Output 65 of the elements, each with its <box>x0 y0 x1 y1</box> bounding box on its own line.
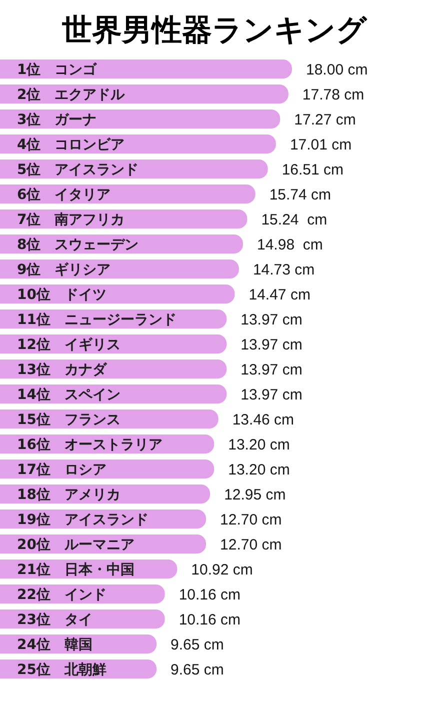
data-label: 10.16 cm <box>178 611 241 628</box>
data-label: 14.73 cm <box>252 261 315 278</box>
bar <box>0 134 276 154</box>
data-label: 17.27 cm <box>294 111 356 128</box>
y-tick-label: 13位 カナダ <box>17 362 108 378</box>
data-label: 15.24 cm <box>261 211 328 228</box>
data-label: 15.74 cm <box>269 186 332 204</box>
bar <box>0 260 239 278</box>
y-tick-label: 22位 インド <box>17 587 106 604</box>
data-label: 13.46 cm <box>232 411 294 428</box>
data-label: 13.97 cm <box>240 336 302 354</box>
bar <box>0 410 218 428</box>
y-tick-label: 19位 アイスランド <box>17 512 148 528</box>
bar <box>0 234 244 254</box>
y-tick-label: 24位 韓国 <box>17 637 92 654</box>
y-tick-label: 12位 イギリス <box>17 337 120 354</box>
y-tick-label: 21位 日本・中国 <box>17 562 134 578</box>
data-label: 13.97 cm <box>240 361 302 378</box>
bar <box>0 110 280 128</box>
data-label: 9.65 cm <box>170 661 224 678</box>
bar <box>0 384 227 404</box>
y-tick-label: 1位 コンゴ <box>17 62 98 78</box>
bar <box>0 84 288 104</box>
y-tick-label: 25位 北朝鮮 <box>17 662 106 678</box>
data-label: 16.51 cm <box>282 161 344 178</box>
bar <box>0 60 292 78</box>
data-label: 13.20 cm <box>228 436 290 454</box>
y-tick-label: 4位 コロンビア <box>17 137 125 154</box>
y-tick-label: 23位 タイ <box>17 612 92 628</box>
bar <box>0 460 214 478</box>
y-tick-label: 10位 ドイツ <box>17 287 106 304</box>
bar <box>0 184 256 204</box>
data-label: 13.97 cm <box>240 386 302 404</box>
y-tick-label: 20位 ルーマニア <box>17 537 134 554</box>
y-tick-label: 16位 オーストラリア <box>17 437 162 454</box>
bar <box>0 284 235 304</box>
y-tick-label: 2位 エクアドル <box>17 87 126 104</box>
bar <box>0 334 227 354</box>
y-tick-label: 17位 ロシア <box>17 462 106 478</box>
y-tick-label: 18位 アメリカ <box>17 487 120 504</box>
data-label: 12.70 cm <box>220 536 282 554</box>
data-label: 18.00 cm <box>306 61 368 78</box>
data-label: 14.47 cm <box>248 286 310 304</box>
data-label: 17.01 cm <box>290 136 352 154</box>
data-label: 13.97 cm <box>240 311 302 328</box>
y-tick-label: 3位 ガーナ <box>17 112 97 128</box>
data-label: 10.92 cm <box>191 561 253 578</box>
y-tick-label: 11位 ニュージーランド <box>17 312 176 328</box>
data-label: 17.78 cm <box>302 86 364 104</box>
bar <box>0 360 227 378</box>
data-label: 9.65 cm <box>170 636 224 654</box>
y-tick-label: 6位 イタリア <box>17 187 111 204</box>
y-tick-label: 14位 スペイン <box>17 387 120 404</box>
chart-title: 世界男性器ランキング <box>61 13 368 48</box>
data-label: 13.20 cm <box>228 461 290 478</box>
data-label: 14.98 cm <box>257 236 323 254</box>
data-label: 10.16 cm <box>178 586 241 604</box>
bar <box>0 160 268 178</box>
y-tick-label: 9位 ギリシア <box>17 262 111 278</box>
y-tick-label: 8位 スウェーデン <box>17 237 139 254</box>
data-label: 12.70 cm <box>220 511 282 528</box>
data-label: 12.95 cm <box>224 486 286 504</box>
y-tick-label: 5位 アイスランド <box>17 162 139 178</box>
y-tick-label: 7位 南アフリカ <box>17 212 125 228</box>
y-tick-label: 15位 フランス <box>17 412 120 428</box>
